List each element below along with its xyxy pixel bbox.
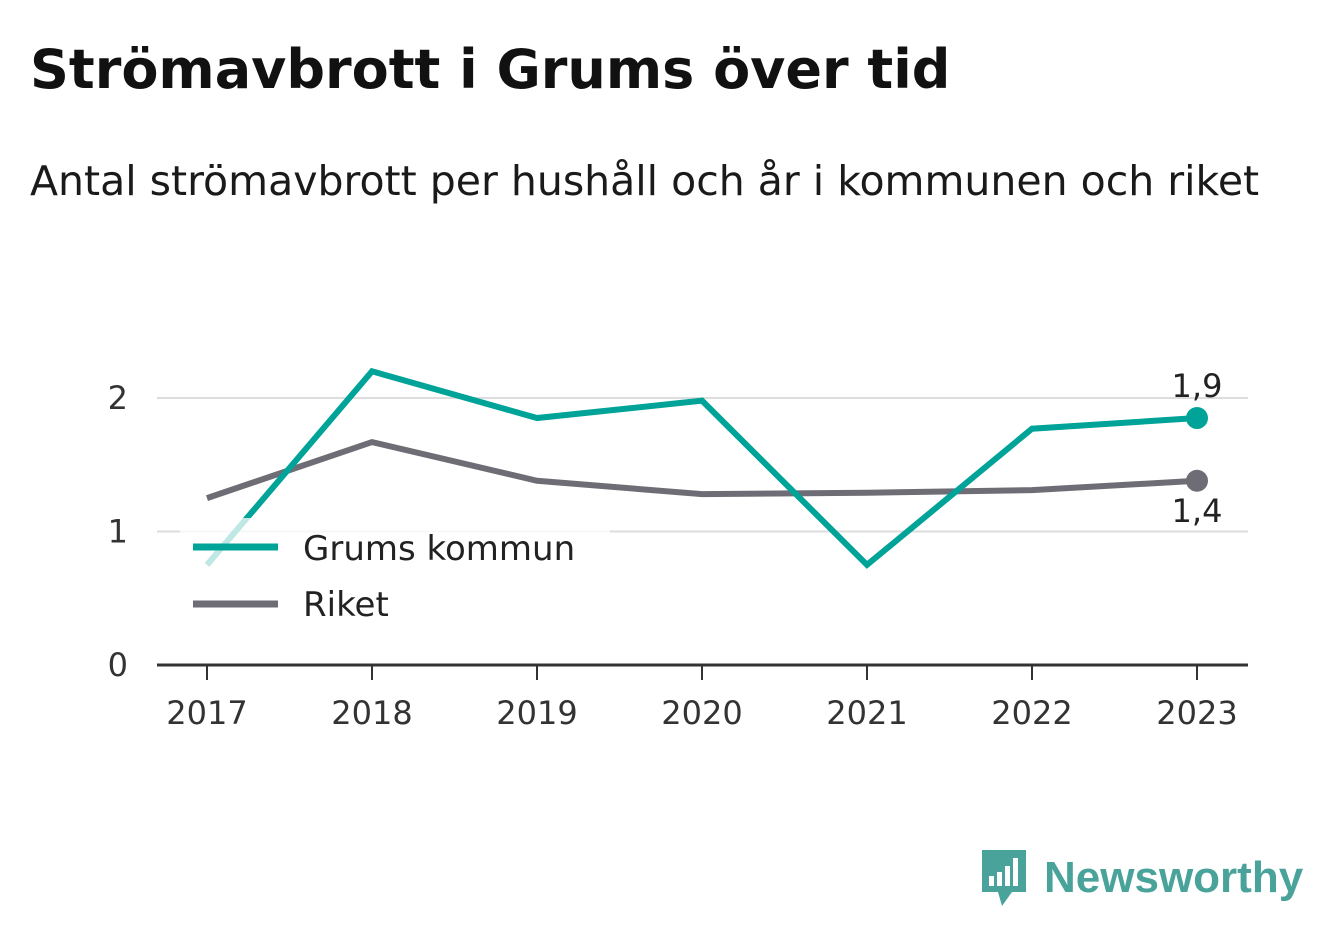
x-tick-label: 2022 <box>991 694 1072 732</box>
newsworthy-logo-icon <box>982 850 1026 906</box>
x-tick-label: 2023 <box>1156 694 1237 732</box>
chart-title: Strömavbrott i Grums över tid <box>30 38 951 101</box>
legend: Grums kommun Riket <box>180 518 610 638</box>
y-tick-labels: 0 1 2 <box>108 379 128 684</box>
end-label-grums: 1,9 <box>1172 367 1223 405</box>
end-marker-riket <box>1186 469 1208 492</box>
line-chart: 0 1 2 2017 2018 2019 2020 2021 2022 2023 Grums k… <box>108 367 1248 732</box>
x-tick-label: 2019 <box>496 694 577 732</box>
x-tick-marks <box>206 666 1198 680</box>
end-label-riket: 1,4 <box>1172 492 1223 530</box>
end-marker-grums <box>1186 407 1208 430</box>
brand-name: Newsworthy <box>1044 853 1304 902</box>
newsworthy-logo[interactable]: Newsworthy <box>978 848 1303 908</box>
series-lines <box>204 367 1198 569</box>
legend-label-grums: Grums kommun <box>303 529 575 569</box>
y-tick-label: 2 <box>108 379 128 417</box>
end-markers <box>1186 407 1208 492</box>
legend-background <box>180 518 610 638</box>
x-tick-labels: 2017 2018 2019 2020 2021 2022 2023 <box>166 694 1237 732</box>
grid-lines <box>157 397 1248 533</box>
y-tick-label: 0 <box>108 646 128 684</box>
legend-label-riket: Riket <box>303 585 389 625</box>
y-tick-label: 1 <box>108 513 128 551</box>
series-line-grums <box>204 367 1198 569</box>
x-tick-label: 2018 <box>331 694 412 732</box>
series-line-riket <box>206 438 1198 501</box>
x-tick-label: 2021 <box>826 694 907 732</box>
chart-subtitle: Antal strömavbrott per hushåll och år i … <box>30 157 1260 205</box>
x-tick-label: 2017 <box>166 694 247 732</box>
x-tick-label: 2020 <box>661 694 742 732</box>
